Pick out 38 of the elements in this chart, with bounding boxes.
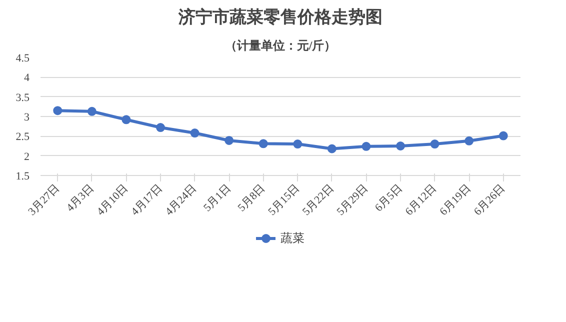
point (190, 128, 200, 138)
y-tick-label: 4.5 (16, 52, 30, 64)
point (430, 140, 440, 149)
chart-subtitle: （计量单位：元/斤） (224, 38, 336, 52)
point (224, 136, 234, 145)
x-tick-label: 6月19日 (438, 182, 474, 218)
x-tick-label: 5月15日 (266, 182, 302, 218)
x-tick-label: 4月24日 (163, 182, 200, 218)
chart-title: 济宁市蔬菜零售价格走势图 (178, 8, 382, 26)
x-tick-label: 4月10日 (94, 182, 130, 218)
x-tick-label: 3月27日 (26, 182, 62, 218)
y-tick-label: 4 (24, 72, 30, 84)
point (498, 131, 508, 140)
x-tick-label: 4月17日 (129, 182, 165, 218)
point (122, 115, 131, 124)
x-tick-label: 6月5日 (372, 182, 405, 214)
x-tick-label: 6月12日 (403, 182, 440, 218)
point (293, 140, 302, 149)
y-tick-label: 3.5 (16, 92, 30, 104)
point (87, 106, 96, 116)
legend-label: 蔬菜 (280, 230, 304, 246)
y-tick-label: 2 (24, 150, 30, 163)
y-tick-label: 2.5 (16, 131, 30, 144)
y-tick-label: 3 (24, 112, 30, 124)
point (258, 139, 268, 148)
x-tick-label: 5月22日 (300, 182, 336, 218)
point (156, 123, 165, 132)
point (396, 142, 405, 150)
x-tick-label: 5月8日 (236, 182, 268, 214)
point (327, 144, 336, 154)
point (362, 142, 371, 151)
x-tick-label: 4月3日 (64, 182, 96, 214)
y-tick-label: 1.5 (16, 170, 30, 182)
point (464, 136, 474, 146)
point (53, 106, 62, 116)
x-tick-label: 5月29日 (334, 182, 370, 218)
x-tick-label: 5月1日 (201, 182, 234, 214)
x-tick-label: 6月26日 (472, 182, 508, 218)
